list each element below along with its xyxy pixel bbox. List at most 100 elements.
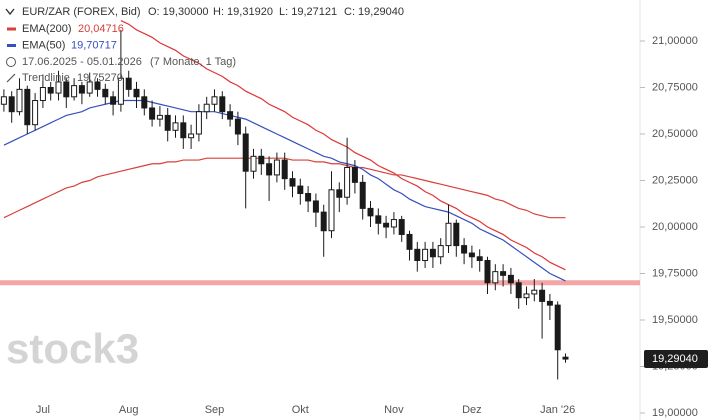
- candle-body: [149, 107, 156, 120]
- candle-body: [359, 181, 366, 209]
- x-tick-label: Aug: [119, 404, 139, 416]
- candle-body: [47, 87, 54, 94]
- last-price-label: 19,29040: [652, 353, 698, 365]
- candle-body: [546, 300, 553, 306]
- candle-body: [500, 271, 507, 276]
- candle-body: [86, 81, 93, 94]
- candle-body: [320, 211, 327, 232]
- candle-body: [453, 222, 460, 247]
- clock-icon: [6, 57, 16, 67]
- y-tick-label: 21,00000: [652, 35, 698, 47]
- candle-body: [375, 215, 382, 224]
- legend-name: EMA(50): [22, 39, 65, 51]
- candle-body: [219, 96, 226, 113]
- candle-body: [188, 133, 195, 139]
- candle-body: [523, 293, 530, 299]
- candle-body: [133, 88, 140, 98]
- header-open: O: 19,30000: [148, 6, 209, 18]
- x-tick-label: Nov: [384, 404, 404, 416]
- x-tick-label: Jul: [36, 404, 50, 416]
- candle-body: [437, 245, 444, 258]
- header: EUR/ZAR (FOREX, Bid) O: 19,30000 H: 19,319…: [5, 6, 404, 84]
- header-low: L: 19,27121: [279, 6, 337, 18]
- x-tick-label: Okt: [292, 404, 309, 416]
- legend-swatch: [7, 27, 16, 31]
- candle-body: [156, 114, 163, 120]
- candle-body: [390, 219, 397, 228]
- candle-body: [39, 87, 46, 102]
- candle-body: [234, 118, 241, 135]
- candle-body: [539, 289, 546, 302]
- y-tick-label: 19,50000: [652, 314, 698, 326]
- candle-body: [297, 185, 304, 195]
- x-tick-label: Dez: [462, 404, 482, 416]
- candle-body: [445, 222, 452, 247]
- candle-body: [24, 88, 31, 126]
- candle-body: [281, 159, 288, 180]
- candle-body: [125, 77, 132, 90]
- candle-body: [102, 88, 109, 98]
- header-span: (7 Monate, 1 Tag): [150, 56, 236, 68]
- candle-body: [195, 111, 202, 135]
- candle-body: [0, 96, 7, 105]
- legend-name: Trendlinie: [22, 72, 70, 84]
- candle-body: [562, 356, 569, 360]
- candle-body: [414, 248, 421, 261]
- candle-body: [94, 81, 101, 90]
- watermark: stock3: [6, 325, 139, 372]
- chevron-icon: [5, 8, 15, 16]
- candle-body: [312, 200, 319, 213]
- last-price-box: [644, 350, 708, 369]
- candle-body: [461, 245, 468, 254]
- candle-body: [250, 155, 257, 172]
- candle-body: [211, 96, 218, 105]
- legend-name: EMA(200): [22, 23, 72, 35]
- candle-body: [180, 122, 187, 139]
- legend-value: 19.75270: [77, 72, 123, 84]
- candle-body: [71, 85, 78, 98]
- candle-body: [242, 133, 249, 172]
- candle-body: [63, 81, 70, 98]
- header-range: 17.06.2025 - 05.01.2026: [22, 56, 142, 68]
- candle-body: [492, 271, 499, 284]
- legend-icon: [6, 73, 16, 83]
- x-tick-label: Sep: [205, 404, 225, 416]
- candle-body: [141, 96, 148, 109]
- y-tick-label: 20,25000: [652, 174, 698, 186]
- x-tick-label: Jan '26: [540, 404, 575, 416]
- candle-body: [172, 122, 179, 131]
- candle-body: [273, 159, 280, 176]
- candle-body: [203, 103, 210, 113]
- header-symbol: EUR/ZAR (FOREX, Bid): [22, 6, 141, 18]
- candle-body: [266, 163, 273, 176]
- candle-body: [110, 96, 117, 105]
- candle-body: [32, 100, 39, 126]
- candle-body: [507, 274, 514, 284]
- candle-body: [484, 259, 491, 284]
- legend-swatch: [7, 44, 16, 47]
- candle-body: [258, 155, 265, 165]
- series-line: [120, 19, 566, 271]
- candle-body: [16, 88, 23, 113]
- y-tick-label: 20,75000: [652, 81, 698, 93]
- legend-value: 19,70717: [71, 39, 117, 51]
- header-high: H: 19,31920: [213, 6, 273, 18]
- candle-body: [164, 114, 171, 131]
- candle-body: [305, 193, 312, 202]
- candle-body: [8, 96, 15, 113]
- y-tick-label: 19,00000: [652, 407, 698, 419]
- legend-value: 20,04716: [78, 23, 124, 35]
- candle-body: [515, 282, 522, 299]
- candle-body: [367, 207, 374, 217]
- candle-body: [227, 111, 234, 120]
- series-line: [3, 99, 566, 282]
- candle-body: [55, 81, 62, 94]
- candle-body: [531, 289, 538, 295]
- y-tick-label: 19,75000: [652, 267, 698, 279]
- candle-body: [344, 166, 351, 198]
- candle-body: [554, 304, 561, 351]
- candle-body: [117, 77, 124, 105]
- candle-body: [468, 252, 475, 258]
- candle-body: [383, 222, 390, 228]
